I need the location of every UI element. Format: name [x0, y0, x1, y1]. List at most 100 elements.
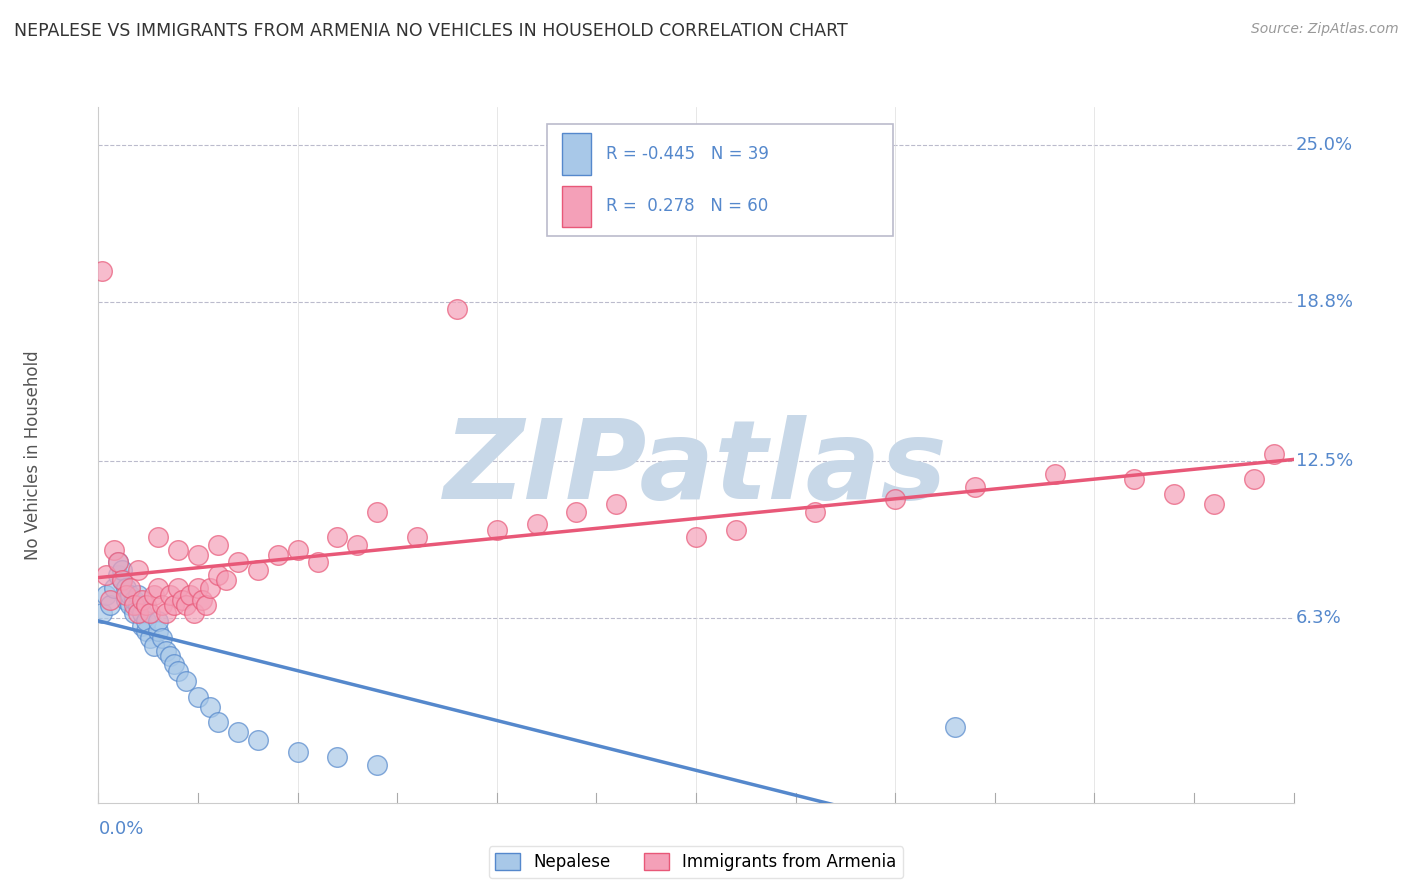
Point	[307, 556, 329, 570]
Text: NEPALESE VS IMMIGRANTS FROM ARMENIA NO VEHICLES IN HOUSEHOLD CORRELATION CHART: NEPALESE VS IMMIGRANTS FROM ARMENIA NO V…	[14, 22, 848, 40]
Point	[194, 599, 218, 613]
Point	[150, 632, 173, 646]
Point	[148, 581, 170, 595]
Point	[167, 665, 190, 679]
Point	[135, 614, 157, 628]
FancyBboxPatch shape	[547, 124, 893, 235]
Point	[107, 568, 129, 582]
Point	[135, 624, 157, 638]
Point	[565, 505, 588, 519]
Point	[131, 606, 153, 620]
Point	[120, 599, 142, 613]
Point	[159, 648, 181, 663]
Point	[96, 588, 118, 602]
Point	[111, 573, 134, 587]
Point	[1043, 467, 1066, 481]
Point	[115, 588, 138, 602]
Point	[150, 599, 173, 613]
Point	[111, 563, 134, 577]
Text: 6.3%: 6.3%	[1296, 609, 1341, 627]
Point	[246, 563, 269, 577]
Point	[98, 599, 122, 613]
Point	[103, 581, 125, 595]
Point	[179, 588, 201, 602]
Point	[124, 593, 146, 607]
Point	[1243, 472, 1265, 486]
Point	[207, 538, 229, 552]
Point	[287, 542, 309, 557]
Point	[963, 479, 986, 493]
Text: R =  0.278   N = 60: R = 0.278 N = 60	[606, 197, 769, 215]
Text: 18.8%: 18.8%	[1296, 293, 1353, 310]
Point	[198, 699, 221, 714]
Point	[143, 588, 166, 602]
Point	[91, 264, 114, 278]
Point	[96, 568, 118, 582]
Point	[446, 302, 468, 317]
Point	[187, 581, 209, 595]
FancyBboxPatch shape	[562, 134, 591, 175]
Point	[207, 714, 229, 729]
Point	[287, 745, 309, 759]
Point	[124, 606, 146, 620]
Point	[1163, 487, 1185, 501]
Point	[127, 599, 149, 613]
Point	[191, 593, 214, 607]
Point	[131, 618, 153, 632]
Point	[187, 548, 209, 562]
Point	[143, 639, 166, 653]
Point	[167, 581, 190, 595]
Point	[366, 505, 388, 519]
Point	[198, 581, 221, 595]
FancyBboxPatch shape	[562, 186, 591, 227]
Point	[526, 517, 548, 532]
Text: Source: ZipAtlas.com: Source: ZipAtlas.com	[1251, 22, 1399, 37]
Point	[163, 657, 186, 671]
Point	[346, 538, 368, 552]
Point	[884, 492, 907, 507]
Point	[326, 750, 349, 764]
Point	[131, 593, 153, 607]
Point	[155, 644, 177, 658]
Point	[103, 542, 125, 557]
Point	[267, 548, 290, 562]
Point	[1202, 497, 1225, 511]
Point	[91, 606, 114, 620]
Point	[804, 505, 827, 519]
Point	[111, 573, 134, 587]
Point	[326, 530, 349, 544]
Point	[605, 497, 627, 511]
Point	[685, 530, 707, 544]
Point	[148, 624, 170, 638]
Point	[120, 581, 142, 595]
Point	[187, 690, 209, 704]
Text: No Vehicles in Household: No Vehicles in Household	[24, 350, 42, 560]
Point	[724, 523, 747, 537]
Point	[107, 556, 129, 570]
Point	[174, 674, 197, 689]
Point	[148, 614, 170, 628]
Text: R = -0.445   N = 39: R = -0.445 N = 39	[606, 145, 769, 163]
Point	[115, 593, 138, 607]
Point	[120, 588, 142, 602]
Point	[226, 725, 249, 739]
Point	[174, 599, 197, 613]
Point	[215, 573, 238, 587]
Point	[207, 568, 229, 582]
Point	[1123, 472, 1146, 486]
Text: ZIPatlas: ZIPatlas	[444, 416, 948, 523]
Point	[127, 606, 149, 620]
Point	[124, 599, 146, 613]
Text: 12.5%: 12.5%	[1296, 452, 1353, 470]
Point	[183, 606, 205, 620]
Legend: Nepalese, Immigrants from Armenia: Nepalese, Immigrants from Armenia	[488, 847, 904, 878]
Point	[246, 732, 269, 747]
Text: 25.0%: 25.0%	[1296, 136, 1353, 154]
Text: 0.0%: 0.0%	[98, 821, 143, 838]
Point	[127, 563, 149, 577]
Point	[148, 530, 170, 544]
Point	[135, 599, 157, 613]
Point	[159, 588, 181, 602]
Point	[98, 593, 122, 607]
Point	[163, 599, 186, 613]
